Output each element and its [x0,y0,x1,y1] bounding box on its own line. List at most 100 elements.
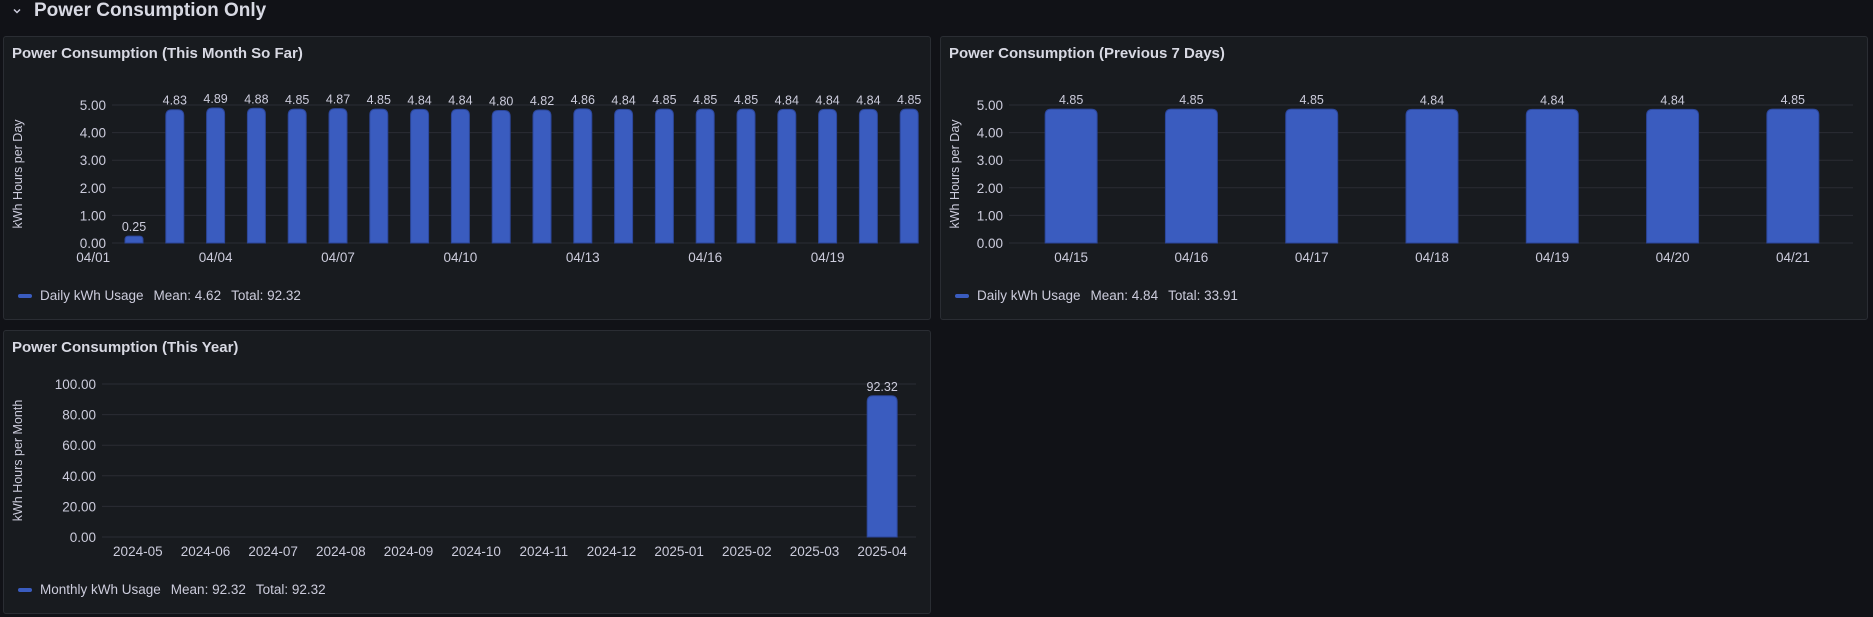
x-tick-label: 04/10 [444,250,478,265]
x-tick-label: 04/15 [1054,250,1088,265]
bar [1165,109,1217,243]
legend-mean: Mean: 4.84 [1091,288,1159,303]
data-label: 4.85 [734,93,758,107]
bar [288,109,306,243]
data-label: 4.85 [897,93,921,107]
data-label: 0.25 [122,220,146,234]
bar [737,109,755,243]
data-label: 4.85 [693,93,717,107]
x-tick-label: 2024-05 [113,544,163,559]
bar [1767,109,1819,243]
panel-month[interactable]: Power Consumption (This Month So Far) 0.… [3,36,931,320]
x-tick-label: 04/21 [1776,250,1810,265]
x-tick-label: 2024-07 [248,544,298,559]
y-tick-label: 60.00 [62,438,96,453]
bar [1045,109,1097,243]
data-label: 4.85 [367,93,391,107]
x-tick-label: 2025-01 [654,544,704,559]
y-tick-label: 100.00 [55,377,96,392]
y-tick-label: 4.00 [977,126,1003,141]
bar [859,109,877,243]
y-tick-label: 5.00 [80,98,106,113]
bar [1286,109,1338,243]
y-tick-label: 2.00 [977,181,1003,196]
y-tick-label: 0.00 [70,530,96,545]
y-tick-label: 3.00 [80,153,106,168]
chevron-down-icon[interactable] [10,4,24,18]
bar [533,110,551,243]
bar [329,109,347,243]
bar [1647,109,1699,243]
legend-label[interactable]: Daily kWh Usage [40,288,144,303]
data-label: 4.86 [571,93,595,107]
bar [1406,109,1458,243]
x-tick-label: 2025-03 [790,544,840,559]
bar [411,109,429,243]
panel-year[interactable]: Power Consumption (This Year) 0.00 20.00 4… [3,330,931,614]
panel-week[interactable]: Power Consumption (Previous 7 Days) 0.00… [940,36,1868,320]
x-tick-label: 04/16 [688,250,722,265]
bar [778,109,796,243]
data-label: 4.85 [1059,93,1083,107]
bar [1526,109,1578,243]
x-tick-label: 04/18 [1415,250,1449,265]
legend[interactable]: Monthly kWh Usage Mean: 92.32 Total: 92.… [18,582,326,597]
bar [696,109,714,243]
y-tick-label: 20.00 [62,499,96,514]
bar [574,109,592,243]
y-tick-label: 80.00 [62,408,96,423]
data-label: 4.82 [530,94,554,108]
data-label: 4.83 [163,94,187,108]
legend[interactable]: Daily kWh Usage Mean: 4.84 Total: 33.91 [955,288,1238,303]
x-tick-label: 04/07 [321,250,355,265]
x-tick-label: 04/20 [1656,250,1690,265]
bar [451,109,469,243]
chart-week: 0.00 1.00 2.00 3.00 4.00 5.00 kWh Hours per Da… [941,37,1869,321]
x-tick-label: 2024-10 [451,544,501,559]
data-label: 4.85 [1300,93,1324,107]
data-label: 4.84 [1660,93,1684,107]
x-tick-label: 04/19 [811,250,845,265]
bar [867,396,897,537]
data-label: 4.85 [1179,93,1203,107]
x-tick-label: 04/16 [1175,250,1209,265]
y-axis-label: kWh Hours per Day [11,119,25,229]
bar [207,108,225,243]
x-tick-label: 2024-08 [316,544,366,559]
bar [819,109,837,243]
data-label: 4.84 [856,93,880,107]
x-tick-label: 04/13 [566,250,600,265]
data-label: 4.85 [285,93,309,107]
x-tick-label: 2024-11 [520,544,569,559]
legend-total: Total: 92.32 [256,582,326,597]
bar [247,108,265,243]
row-title: Power Consumption Only [34,0,266,22]
data-label: 4.84 [1420,93,1444,107]
data-label: 4.88 [244,92,268,106]
legend-total: Total: 33.91 [1168,288,1238,303]
legend-label[interactable]: Daily kWh Usage [977,288,1081,303]
legend[interactable]: Daily kWh Usage Mean: 4.62 Total: 92.32 [18,288,301,303]
legend-label[interactable]: Monthly kWh Usage [40,582,161,597]
data-label: 4.84 [815,93,839,107]
row-header[interactable]: Power Consumption Only [10,0,266,22]
data-label: 4.85 [652,93,676,107]
y-tick-label: 1.00 [977,208,1003,223]
data-label: 4.84 [611,93,635,107]
data-label: 4.89 [203,92,227,106]
bar [900,109,918,243]
data-label: 4.84 [1540,93,1564,107]
data-label: 4.84 [448,93,472,107]
legend-mean: Mean: 92.32 [171,582,246,597]
data-label: 4.85 [1781,93,1805,107]
y-tick-label: 0.00 [80,236,106,251]
bar [615,109,633,243]
y-tick-label: 1.00 [80,208,106,223]
legend-swatch [955,294,969,298]
x-tick-label: 04/01 [76,250,110,265]
data-label: 4.87 [326,93,350,107]
x-tick-label: 2025-04 [857,544,907,559]
x-tick-label: 2024-12 [587,544,637,559]
chart-year: 0.00 20.00 40.00 60.00 80.00 100.00 kWh Hours … [4,331,932,615]
data-label: 4.80 [489,95,513,109]
